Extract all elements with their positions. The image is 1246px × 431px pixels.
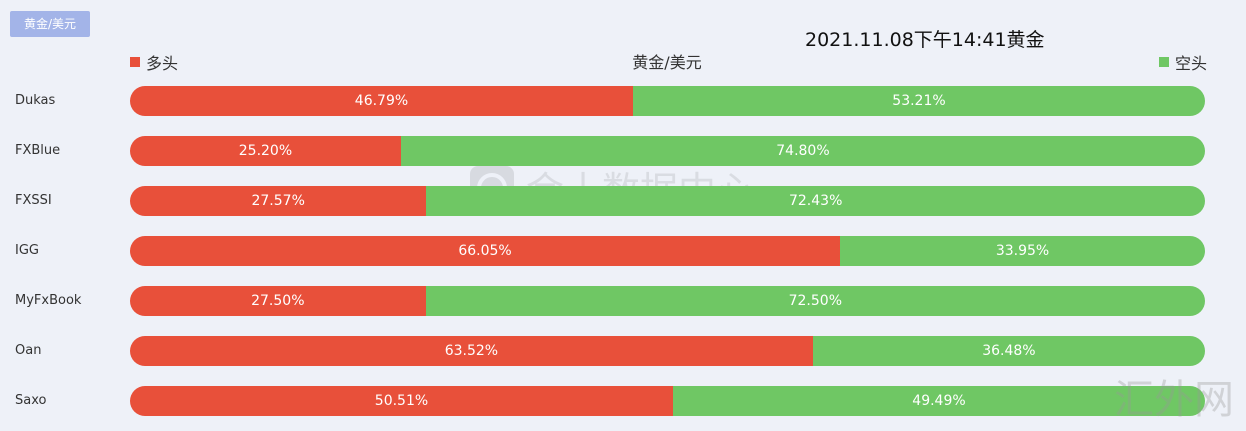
category-label: IGG xyxy=(15,243,39,258)
bar-short[interactable]: 53.21% xyxy=(632,86,1205,116)
legend-long-label: 多头 xyxy=(146,54,179,73)
bar-short[interactable]: 72.43% xyxy=(426,186,1205,216)
stacked-bar[interactable]: 27.57% 72.43% xyxy=(130,186,1205,216)
bar-long[interactable]: 66.05% xyxy=(130,236,841,266)
bar-short[interactable]: 36.48% xyxy=(812,336,1205,366)
category-label: MyFxBook xyxy=(15,293,82,308)
bar-long[interactable]: 63.52% xyxy=(130,336,813,366)
stacked-bar[interactable]: 63.52% 36.48% xyxy=(130,336,1205,366)
legend-long: 多头 xyxy=(130,50,178,74)
watermark-corner: 汇外网 xyxy=(1114,377,1234,423)
stacked-bar[interactable]: 46.79% 53.21% xyxy=(130,86,1205,116)
chart-row: Saxo 50.51% 49.49% xyxy=(0,386,1246,416)
legend-long-swatch xyxy=(130,57,140,67)
chart-row: MyFxBook 27.50% 72.50% xyxy=(0,286,1246,316)
bar-long[interactable]: 27.50% xyxy=(130,286,426,316)
stacked-bar[interactable]: 25.20% 74.80% xyxy=(130,136,1205,166)
bar-long[interactable]: 25.20% xyxy=(130,136,401,166)
bar-long[interactable]: 27.57% xyxy=(130,186,427,216)
legend-short: 空头 xyxy=(1159,50,1207,74)
bar-long[interactable]: 46.79% xyxy=(130,86,633,116)
chart-row: FXBlue 25.20% 74.80% xyxy=(0,136,1246,166)
legend-short-swatch xyxy=(1159,57,1169,67)
symbol-tag[interactable]: 黄金/美元 xyxy=(10,11,90,37)
category-label: Oan xyxy=(15,343,42,358)
legend-short-label: 空头 xyxy=(1175,54,1208,73)
bar-short[interactable]: 49.49% xyxy=(672,386,1205,416)
chart-title: 黄金/美元 xyxy=(632,53,702,72)
bar-short[interactable]: 74.80% xyxy=(400,136,1205,166)
bar-short[interactable]: 72.50% xyxy=(425,286,1205,316)
category-label: Dukas xyxy=(15,93,56,108)
stacked-bar[interactable]: 50.51% 49.49% xyxy=(130,386,1205,416)
bar-short[interactable]: 33.95% xyxy=(840,236,1205,266)
timestamp-label: 2021.11.08下午14:41黄金 xyxy=(805,29,1045,51)
bar-long[interactable]: 50.51% xyxy=(130,386,673,416)
category-label: Saxo xyxy=(15,393,47,408)
chart-row: FXSSI 27.57% 72.43% xyxy=(0,186,1246,216)
chart-row: Dukas 46.79% 53.21% xyxy=(0,86,1246,116)
chart-row: Oan 63.52% 36.48% xyxy=(0,336,1246,366)
chart-row: IGG 66.05% 33.95% xyxy=(0,236,1246,266)
stacked-bar[interactable]: 27.50% 72.50% xyxy=(130,286,1205,316)
stacked-bar[interactable]: 66.05% 33.95% xyxy=(130,236,1205,266)
category-label: FXSSI xyxy=(15,193,52,208)
category-label: FXBlue xyxy=(15,143,61,158)
